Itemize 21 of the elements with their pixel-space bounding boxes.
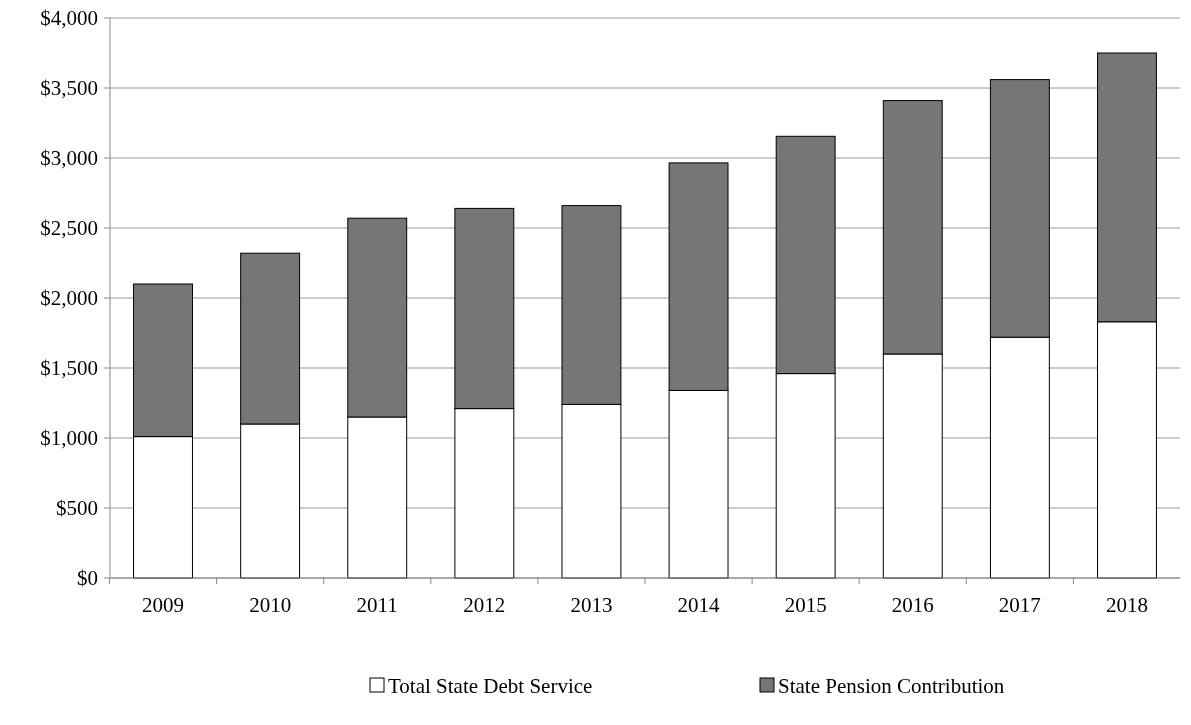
x-tick-label: 2011: [356, 593, 398, 617]
x-tick-label: 2013: [570, 593, 613, 617]
legend-label: Total State Debt Service: [388, 674, 593, 699]
x-tick-label: 2010: [249, 593, 292, 617]
x-tick-label: 2009: [142, 593, 185, 617]
y-tick-label: $2,000: [40, 286, 98, 311]
y-tick-label: $4,000: [40, 6, 98, 31]
x-tick-label: 2018: [1105, 593, 1148, 617]
legend-label: State Pension Contribution: [778, 674, 1005, 699]
y-tick-label: $3,500: [40, 76, 98, 101]
y-tick-label: $2,500: [40, 216, 98, 241]
y-tick-label: $1,500: [40, 356, 98, 381]
x-tick-label: 2017: [998, 593, 1041, 617]
y-tick-label: $500: [56, 496, 98, 521]
y-tick-label: $3,000: [40, 146, 98, 171]
x-tick-label: 2012: [463, 593, 506, 617]
x-tick-label: 2015: [784, 593, 827, 617]
x-tick-label: 2014: [677, 593, 721, 617]
y-tick-label: $1,000: [40, 426, 98, 451]
x-tick-label: 2016: [891, 593, 934, 617]
y-tick-label: $0: [77, 566, 98, 591]
